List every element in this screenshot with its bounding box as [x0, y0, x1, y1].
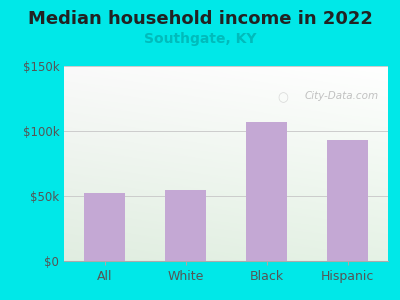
Text: ○: ○ [278, 91, 289, 104]
Text: City-Data.com: City-Data.com [304, 91, 378, 101]
Bar [84, 194, 125, 261]
Text: Median household income in 2022: Median household income in 2022 [28, 11, 372, 28]
Bar [165, 190, 206, 261]
Text: Southgate, KY: Southgate, KY [144, 32, 256, 46]
Bar [246, 122, 287, 261]
Bar [327, 140, 368, 261]
